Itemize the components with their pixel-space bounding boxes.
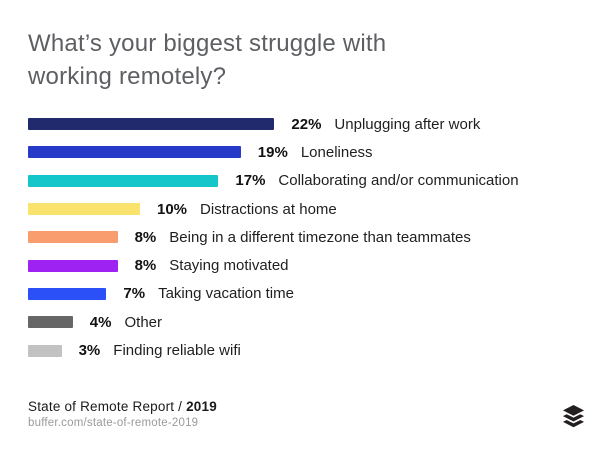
chart-title: What’s your biggest struggle with workin… <box>28 30 387 90</box>
bar-category-label: Loneliness <box>300 143 373 161</box>
bar-category-label: Finding reliable wifi <box>113 342 241 360</box>
chart-row: 7% Taking vacation time <box>28 280 588 308</box>
bar <box>28 316 73 329</box>
bar <box>28 174 219 187</box>
source-year: 2019 <box>186 399 217 414</box>
bar-value-label: 17% <box>235 172 266 190</box>
bar <box>28 146 241 159</box>
chart-row: 8% Staying motivated <box>28 251 588 279</box>
bar-value-label: 22% <box>291 115 322 133</box>
bar <box>28 287 107 300</box>
source-url: buffer.com/state-of-remote-2019 <box>28 417 199 429</box>
bar-category-label: Collaborating and/or communication <box>278 172 519 190</box>
bar-category-label: Being in a different timezone than teamm… <box>169 228 471 246</box>
bar-category-label: Other <box>124 313 162 331</box>
bar <box>28 344 62 357</box>
bar-category-label: Taking vacation time <box>158 285 294 303</box>
chart-row: 19% Loneliness <box>28 138 588 166</box>
bar-category-label: Distractions at home <box>200 200 337 218</box>
footer: State of Remote Report / 2019 buffer.com… <box>28 399 217 429</box>
source-prefix: State of Remote Report / <box>28 399 187 414</box>
bar-value-label: 8% <box>134 257 157 275</box>
bar-value-label: 10% <box>157 200 188 218</box>
chart-row: 3% Finding reliable wifi <box>28 336 588 364</box>
chart-row: 8% Being in a different timezone than tea… <box>28 223 588 251</box>
bar-category-label: Unplugging after work <box>334 115 481 133</box>
bar-chart: 22% Unplugging after work 19% Loneliness 17%… <box>28 110 588 365</box>
bar <box>28 259 118 272</box>
bar-value-label: 19% <box>257 143 288 161</box>
bar-value-label: 8% <box>134 228 157 246</box>
chart-row: 10% Distractions at home <box>28 195 588 223</box>
chart-row: 4% Other <box>28 308 588 336</box>
bar <box>28 231 118 244</box>
bar-value-label: 3% <box>78 342 101 360</box>
source-text: State of Remote Report / 2019 <box>28 399 217 414</box>
chart-row: 22% Unplugging after work <box>28 110 588 138</box>
bar <box>28 203 140 216</box>
buffer-logo-icon <box>562 405 585 428</box>
bar <box>28 118 275 131</box>
bar-category-label: Staying motivated <box>169 257 289 275</box>
bar-value-label: 7% <box>123 285 146 303</box>
bar-value-label: 4% <box>89 313 112 331</box>
chart-row: 17% Collaborating and/or communication <box>28 167 588 195</box>
